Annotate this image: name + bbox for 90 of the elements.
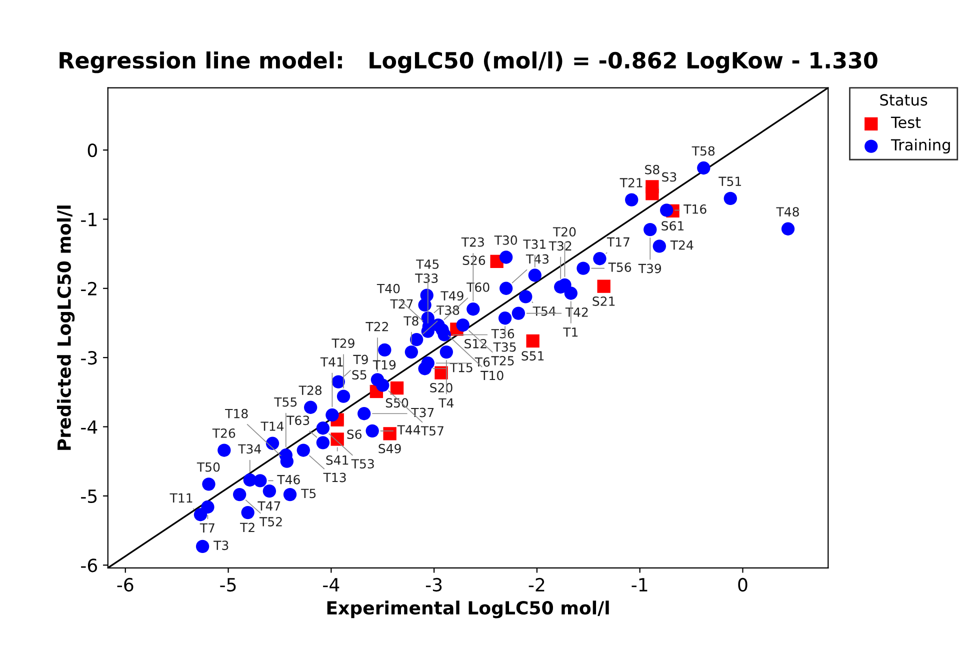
annotation: T56 xyxy=(608,262,632,272)
annotation: T47 xyxy=(258,501,280,511)
annotation: T4 xyxy=(438,398,454,408)
annotation: T42 xyxy=(565,307,588,317)
annotation: S51 xyxy=(522,351,544,361)
annotation: S6 xyxy=(347,430,362,440)
x-tick-label: -1 xyxy=(632,578,648,592)
annotation: T7 xyxy=(200,523,214,532)
annotation: T13 xyxy=(323,472,346,482)
y-tick-label: -6 xyxy=(81,558,98,572)
annotation: T36 xyxy=(491,328,514,338)
annotation: T50 xyxy=(196,462,220,472)
annotation: T20 xyxy=(552,227,576,237)
legend-label: Test xyxy=(890,116,921,128)
annotation: T23 xyxy=(461,237,484,247)
annotation: T17 xyxy=(606,237,630,247)
annotation: T49 xyxy=(440,291,464,301)
annotation: S3 xyxy=(662,172,676,182)
annotation: T26 xyxy=(212,428,236,438)
annotation: T43 xyxy=(526,254,549,264)
annotation: T19 xyxy=(372,360,396,370)
y-tick-label: -4 xyxy=(81,420,98,434)
y-axis-title: Predicted LogLC50 mol/l xyxy=(56,206,75,450)
annotation: T5 xyxy=(301,488,316,498)
annotation: T22 xyxy=(366,322,388,332)
annotation: S21 xyxy=(592,296,615,306)
annotation: T30 xyxy=(494,235,518,245)
annotation: T1 xyxy=(563,328,578,337)
annotation: T44 xyxy=(397,425,420,434)
x-tick-label: -3 xyxy=(426,578,442,592)
annotation: T45 xyxy=(416,260,439,269)
annotation: T53 xyxy=(351,459,374,469)
annotation: T48 xyxy=(776,207,799,217)
annotation: T29 xyxy=(332,338,354,348)
annotation: T51 xyxy=(718,176,742,186)
annotation: T9 xyxy=(353,354,368,364)
annotation: S5 xyxy=(352,370,366,380)
annotation: T10 xyxy=(480,370,504,380)
y-tick-label: -2 xyxy=(81,282,96,296)
annotation: T16 xyxy=(684,204,706,214)
annotation: T55 xyxy=(274,397,297,407)
annotation: T63 xyxy=(286,416,310,426)
y-tick-label: 0 xyxy=(88,143,97,158)
annotation: T34 xyxy=(238,444,261,454)
annotation: T37 xyxy=(411,408,434,418)
y-tick-label: -3 xyxy=(81,351,97,365)
annotation: T27 xyxy=(390,299,413,308)
annotation: T40 xyxy=(376,284,400,294)
annotation: T11 xyxy=(170,493,192,503)
x-tick-label: 0 xyxy=(738,578,748,592)
annotation: T39 xyxy=(638,264,662,274)
annotation: T25 xyxy=(491,356,514,366)
annotation: S50 xyxy=(386,398,408,408)
chart-title: Regression line model: LogLC50 (mol/l) = -0.862 LogKow - 1.330 xyxy=(60,51,878,74)
annotation: T6 xyxy=(474,357,490,367)
annotation: T52 xyxy=(259,517,282,526)
y-tick-label: -1 xyxy=(81,212,97,226)
annotation: T41 xyxy=(320,357,343,366)
annotation: T58 xyxy=(692,146,715,156)
annotation: T38 xyxy=(436,305,460,315)
annotation: T21 xyxy=(620,178,642,188)
x-axis-title: Experimental LogLC50 mol/l xyxy=(327,600,609,618)
x-tick-label: -2 xyxy=(528,578,544,592)
legend-title: Status xyxy=(880,94,928,106)
annotation: T18 xyxy=(225,408,248,418)
annotation: T31 xyxy=(523,239,546,249)
annotation: T14 xyxy=(260,422,284,431)
annotation: T57 xyxy=(420,426,444,436)
y-tick-label: -5 xyxy=(81,490,97,504)
annotation: S20 xyxy=(430,382,452,392)
annotation: S49 xyxy=(378,444,401,454)
x-tick-label: -4 xyxy=(323,578,340,592)
annotation: S61 xyxy=(662,221,684,231)
annotation: S12 xyxy=(464,338,486,348)
annotation: T3 xyxy=(214,540,228,550)
annotation: S41 xyxy=(326,455,348,465)
annotation: T28 xyxy=(298,386,322,396)
annotation: T35 xyxy=(493,342,516,352)
x-tick-label: -5 xyxy=(220,578,236,592)
annotation: T2 xyxy=(240,522,254,532)
annotation: T32 xyxy=(548,241,572,251)
legend-label: Training xyxy=(890,138,950,154)
annotation: S8 xyxy=(645,164,660,174)
x-tick-label: -6 xyxy=(117,578,134,592)
annotation: T24 xyxy=(670,240,694,250)
annotation: T46 xyxy=(277,474,300,484)
annotation: T33 xyxy=(415,273,438,283)
annotation: T60 xyxy=(466,282,490,292)
annotation: S26 xyxy=(462,256,486,266)
annotation: T8 xyxy=(404,316,418,326)
